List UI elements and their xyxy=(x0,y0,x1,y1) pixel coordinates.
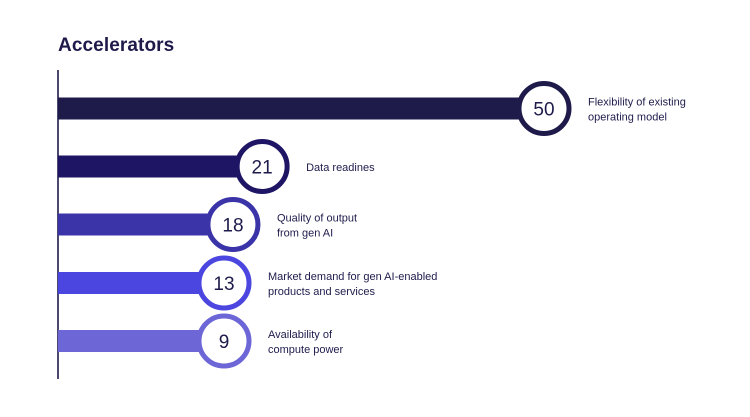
value-badge xyxy=(205,197,261,252)
value-label: 13 xyxy=(213,274,234,295)
category-label: Quality of output from gen AI xyxy=(277,213,357,240)
bar xyxy=(58,330,224,352)
bar-group: 21 Data readines xyxy=(58,139,375,194)
category-label: Flexibility of existing operating model xyxy=(588,97,686,124)
value-label: 9 xyxy=(219,332,230,353)
value-badge xyxy=(234,139,290,194)
bar xyxy=(58,155,263,178)
category-label: Market demand for gen AI-enabled products… xyxy=(268,271,437,298)
category-label: Availability of compute power xyxy=(268,329,344,356)
value-badge xyxy=(196,255,252,311)
value-label: 18 xyxy=(222,216,243,237)
value-badge xyxy=(516,81,572,136)
value-label: 50 xyxy=(533,100,554,121)
chart-title: Accelerators xyxy=(58,35,175,56)
bar-group: 9 Availability of compute power xyxy=(58,313,344,369)
bar xyxy=(58,97,544,120)
bar-group: 18 Quality of output from gen AI xyxy=(58,197,357,252)
bar xyxy=(58,272,224,294)
value-badge xyxy=(196,313,252,369)
value-label: 21 xyxy=(252,158,273,179)
bar-group: 50 Flexibility of existing operating model xyxy=(58,81,686,136)
bar-group: 13 Market demand for gen AI-enabled produc… xyxy=(58,255,437,311)
category-label: Data readines xyxy=(306,162,375,174)
bar xyxy=(58,213,233,236)
